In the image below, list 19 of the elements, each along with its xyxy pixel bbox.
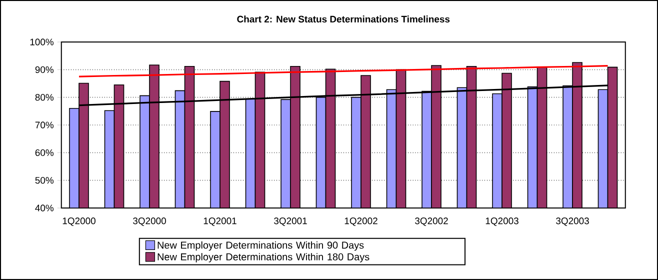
x-tick-label: 3Q2002 [415, 218, 448, 226]
x-tick-label: 1Q2003 [486, 218, 518, 226]
y-tick-label: 80% [35, 94, 54, 101]
x-tick-label: 1Q2000 [62, 218, 96, 226]
y-tick-label: 90% [35, 66, 54, 74]
y-tick-label: 100% [30, 38, 54, 46]
x-tick-label: 3Q2001 [274, 218, 307, 226]
chart-title: Chart 2: New Status Determinations Timeliness [237, 16, 450, 23]
x-tick-label: 3Q2000 [133, 218, 166, 226]
x-tick-label: 3Q2003 [556, 218, 589, 226]
y-tick-label: 60% [35, 149, 54, 156]
y-tick-label: 50% [35, 176, 54, 184]
line-series [78, 64, 609, 78]
y-tick-label: 40% [35, 204, 54, 212]
x-tick-label: 1Q2002 [344, 218, 378, 226]
legend-label: New Employer Determinations Within 90 Days [158, 241, 364, 251]
legend-label: New Employer Determinations Within 180 Days [158, 253, 370, 262]
x-tick-label: 1Q2001 [204, 218, 236, 226]
y-tick-label: 70% [35, 122, 54, 128]
